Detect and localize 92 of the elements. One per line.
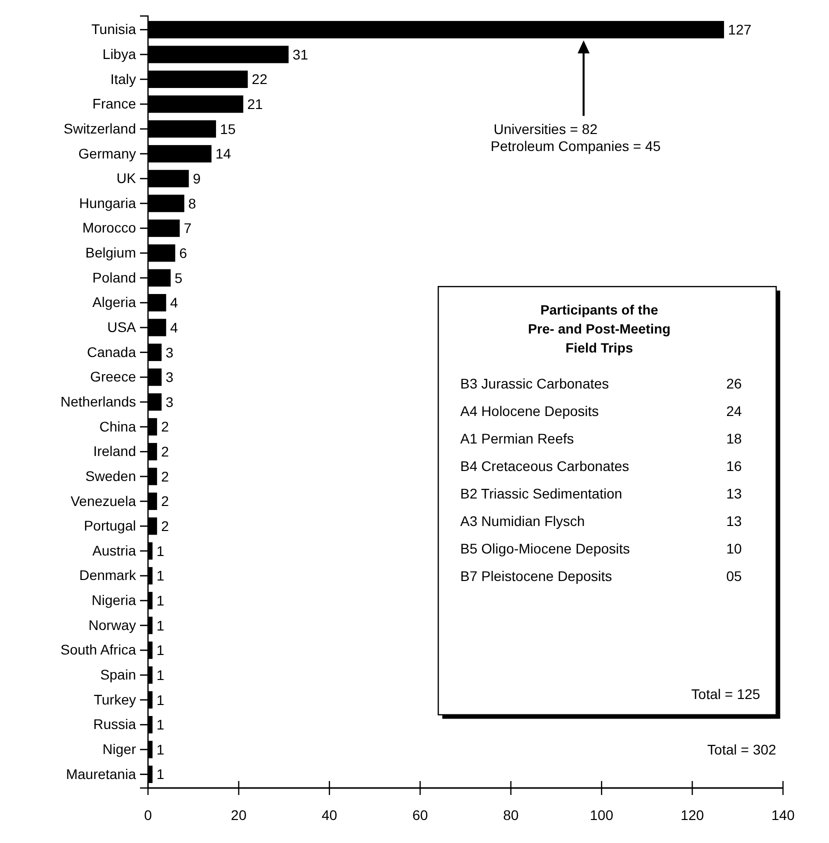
data-label: 2 [161, 444, 170, 460]
x-tick-label: 80 [503, 807, 519, 823]
annotation: Field Trips [565, 340, 633, 356]
y-tick-label: USA [107, 319, 137, 336]
data-label: 1 [156, 592, 165, 608]
x-tick-label: 120 [680, 807, 704, 823]
data-label: 7 [184, 220, 192, 236]
y-tick-label: Germany [78, 145, 136, 162]
x-tick-label: 140 [771, 807, 795, 823]
y-tick-label: Niger [102, 741, 136, 758]
y-tick-label: Mauretania [66, 766, 136, 782]
y-tick-label: Belgium [85, 244, 136, 261]
data-label: 21 [247, 96, 264, 112]
annotation: Universities = 82 Petroleum Companies = 45 [490, 120, 661, 154]
x-tick-label: 100 [590, 807, 614, 823]
y-tick-label: South Africa [60, 642, 136, 658]
annotation: 16 [726, 458, 742, 474]
data-label: 3 [166, 344, 174, 360]
data-label: 1 [156, 666, 165, 683]
y-tick-label: Austria [92, 542, 136, 558]
y-tick-label: Italy [110, 70, 136, 87]
annotation: Total = 302 [707, 741, 776, 758]
y-tick-label: Norway [88, 616, 136, 633]
data-label: 6 [179, 244, 188, 261]
y-tick-label: China [99, 418, 136, 434]
annotation: B2 Triassic Sedimentation [460, 486, 622, 502]
y-tick-label: Tunisia [91, 21, 136, 38]
y-tick-label: Portugal [84, 518, 136, 534]
data-label: 2 [161, 518, 170, 534]
y-tick-label: Ireland [93, 443, 136, 460]
data-label: 1 [156, 542, 165, 559]
y-tick-label: Morocco [82, 220, 136, 236]
x-tick-label: 60 [412, 807, 428, 823]
data-label: 1 [156, 692, 165, 708]
data-label: 1 [156, 642, 165, 658]
y-tick-label: Russia [93, 716, 136, 732]
y-tick-label: Canada [86, 344, 136, 360]
y-tick-label: UK [116, 170, 137, 186]
annotation: 10 [726, 540, 742, 557]
annotation: 13 [726, 513, 742, 530]
annotation: 13 [726, 486, 742, 502]
annotation: A4 Holocene Deposits [460, 403, 599, 420]
annotation: 26 [726, 376, 742, 392]
data-label: 3 [166, 369, 174, 386]
annotation: B5 Oligo-Miocene Deposits [460, 540, 630, 557]
data-label: 15 [220, 120, 236, 137]
x-tick-label: 0 [144, 807, 152, 823]
annotation: B3 Jurassic Carbonates [460, 376, 609, 392]
data-label: 2 [161, 493, 170, 510]
data-label: 1 [156, 766, 165, 782]
data-label: 14 [216, 146, 232, 162]
annotation: 24 [726, 403, 742, 420]
annotation: Participants of the [540, 302, 659, 318]
data-label: 1 [156, 617, 165, 634]
x-tick-label: 20 [230, 807, 247, 823]
y-tick-label: Hungaria [79, 194, 136, 211]
y-tick-label: Nigeria [92, 592, 136, 608]
y-tick-label: Greece [90, 368, 136, 385]
annotation: A1 Permian Reefs [460, 430, 574, 447]
data-label: 4 [170, 319, 178, 336]
data-label: 2 [161, 468, 170, 484]
annotation: B7 Pleistocene Deposits [460, 568, 612, 584]
data-label: 3 [166, 394, 174, 410]
data-label: 8 [188, 195, 196, 212]
annotation: Total = 125 [691, 686, 760, 702]
y-tick-label: Turkey [94, 691, 136, 708]
y-tick-label: Spain [100, 666, 136, 683]
data-label: 2 [161, 418, 170, 435]
data-label: 31 [292, 46, 308, 62]
data-label: 5 [174, 270, 183, 286]
data-label: 4 [170, 294, 178, 311]
annotation: B4 Cretaceous Carbonates [460, 458, 630, 474]
y-tick-label: Sweden [85, 468, 136, 484]
y-tick-label: Algeria [92, 294, 136, 310]
annotation: Pre- and Post-Meeting [528, 322, 670, 337]
data-label: 9 [192, 170, 201, 186]
y-tick-label: France [92, 96, 136, 112]
y-tick-label: Switzerland [64, 120, 136, 136]
y-tick-label: Netherlands [60, 393, 136, 410]
y-tick-label: Venezuela [70, 492, 136, 509]
y-tick-label: Poland [92, 269, 136, 286]
y-tick-label: Libya [102, 46, 136, 62]
y-tick-label: Denmark [79, 567, 137, 584]
x-tick-label: 40 [322, 807, 338, 823]
annotation: 18 [726, 430, 742, 447]
data-label: 1 [156, 716, 165, 733]
data-label: 1 [156, 741, 165, 758]
data-label: 1 [156, 568, 165, 584]
annotation: 05 [726, 568, 742, 584]
data-label: 22 [252, 71, 268, 88]
data-label: 127 [728, 22, 752, 38]
annotation: A3 Numidian Flysch [460, 513, 585, 530]
